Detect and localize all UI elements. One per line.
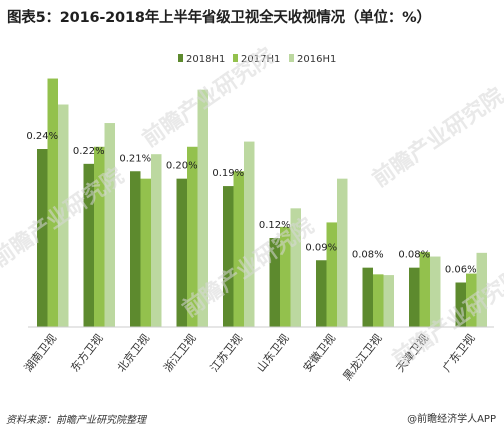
data-label: 0.22%: [73, 146, 105, 157]
bar: [337, 178, 348, 327]
data-label: 0.09%: [305, 242, 337, 253]
data-label: 0.08%: [398, 250, 430, 261]
bar: [130, 171, 141, 327]
bar: [290, 208, 301, 327]
data-label: 0.21%: [119, 153, 151, 164]
bar: [197, 89, 208, 328]
data-label: 0.24%: [26, 131, 58, 142]
bar: [326, 222, 337, 327]
x-tick-label: 东方卫视: [67, 331, 105, 374]
x-tick-label: 湖南卫视: [21, 331, 59, 374]
bar: [280, 226, 291, 327]
x-tick-label: 天津卫视: [393, 331, 431, 374]
bar: [94, 146, 105, 327]
legend-swatch: [289, 54, 294, 62]
data-label: 0.06%: [445, 265, 477, 276]
legend: 2018H1 2017H1 2016H1: [178, 54, 336, 65]
legend-swatch: [233, 54, 238, 62]
x-tick-label: 浙江卫视: [160, 331, 198, 374]
legend-label: 2016H1: [297, 54, 336, 65]
bar: [151, 154, 162, 327]
bar: [362, 267, 373, 327]
bar: [244, 141, 255, 327]
bars: [37, 78, 487, 328]
bar: [383, 275, 394, 327]
bar: [466, 273, 477, 327]
bar: [430, 256, 441, 327]
data-label: 0.08%: [352, 250, 384, 261]
bar: [269, 238, 280, 327]
x-tick-label: 安徽卫视: [300, 331, 338, 374]
x-tick-label: 北京卫视: [114, 331, 152, 374]
bar: [83, 163, 94, 327]
brand-credit: @前瞻经济学人APP: [407, 414, 496, 425]
bar: [58, 104, 69, 327]
x-tick-label: 黑龙江卫视: [340, 331, 385, 383]
bar: [104, 123, 115, 328]
legend-label: 2017H1: [241, 54, 280, 65]
data-label: 0.19%: [212, 168, 244, 179]
data-label: 0.20%: [166, 161, 198, 172]
chart-title: 图表5：2016-2018年上半年省级卫视全天收视情况（单位：%）: [7, 10, 431, 26]
bar: [187, 146, 198, 327]
bar: [409, 267, 420, 327]
legend-label: 2018H1: [186, 54, 225, 65]
bar: [37, 149, 48, 327]
source-note: 资料来源：前瞻产业研究院整理: [6, 415, 146, 426]
bar: [373, 274, 384, 327]
data-labels: 0.24% 0.22% 0.21% 0.20% 0.19% 0.12% 0.09% 0.08%…: [26, 131, 476, 276]
bar: [419, 252, 430, 327]
data-label: 0.12%: [259, 220, 291, 231]
x-tick-label: 江苏卫视: [207, 331, 245, 374]
x-tick-labels: 湖南卫视 东方卫视 北京卫视 浙江卫视 江苏卫视 山东卫视 安徽卫视 黑龙江卫视 天津卫视 广东卫…: [21, 331, 478, 383]
bar: [455, 282, 466, 327]
x-tick-label: 山东卫视: [253, 331, 291, 374]
bar: [223, 186, 234, 327]
bar: [476, 252, 487, 327]
bar: [47, 78, 58, 328]
bar: [176, 178, 187, 327]
bar: [140, 178, 151, 327]
bar: [316, 260, 327, 327]
legend-swatch: [178, 54, 183, 62]
x-tick-label: 广东卫视: [439, 331, 477, 374]
bar: [233, 171, 244, 327]
